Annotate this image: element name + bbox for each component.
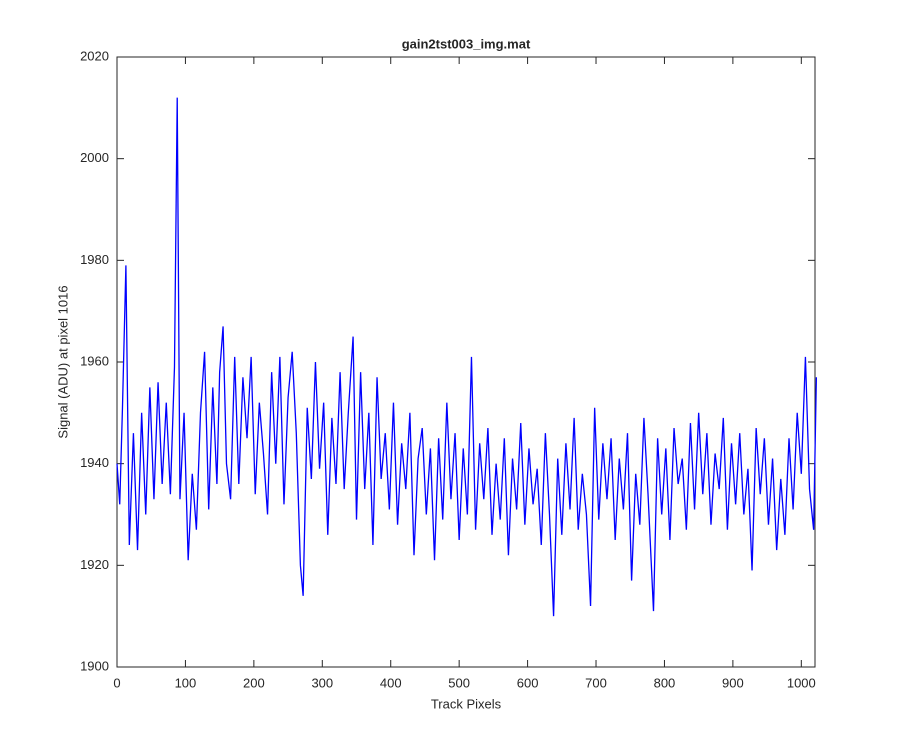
x-tick-label: 600: [517, 675, 539, 690]
x-axis-label: Track Pixels: [431, 696, 502, 711]
x-tick-label: 0: [113, 675, 120, 690]
x-tick-label: 900: [722, 675, 744, 690]
x-tick-label: 1000: [787, 675, 816, 690]
y-tick-label: 1980: [80, 252, 109, 267]
x-tick-label: 400: [380, 675, 402, 690]
data-line: [116, 97, 818, 617]
plot-area: [116, 56, 816, 668]
x-tick-label: 300: [311, 675, 333, 690]
x-tick-label: 800: [654, 675, 676, 690]
x-tick-label: 200: [243, 675, 265, 690]
y-tick-label: 2020: [80, 48, 109, 63]
y-tick-label: 1920: [80, 557, 109, 572]
y-tick-label: 1900: [80, 658, 109, 673]
x-tick-label: 100: [175, 675, 197, 690]
chart-title: gain2tst003_img.mat: [402, 36, 531, 51]
y-axis-label: Signal (ADU) at pixel 1016: [55, 285, 70, 438]
y-tick-label: 1940: [80, 455, 109, 470]
x-tick-label: 500: [448, 675, 470, 690]
y-tick-label: 2000: [80, 150, 109, 165]
y-tick-label: 1960: [80, 353, 109, 368]
x-tick-label: 700: [585, 675, 607, 690]
